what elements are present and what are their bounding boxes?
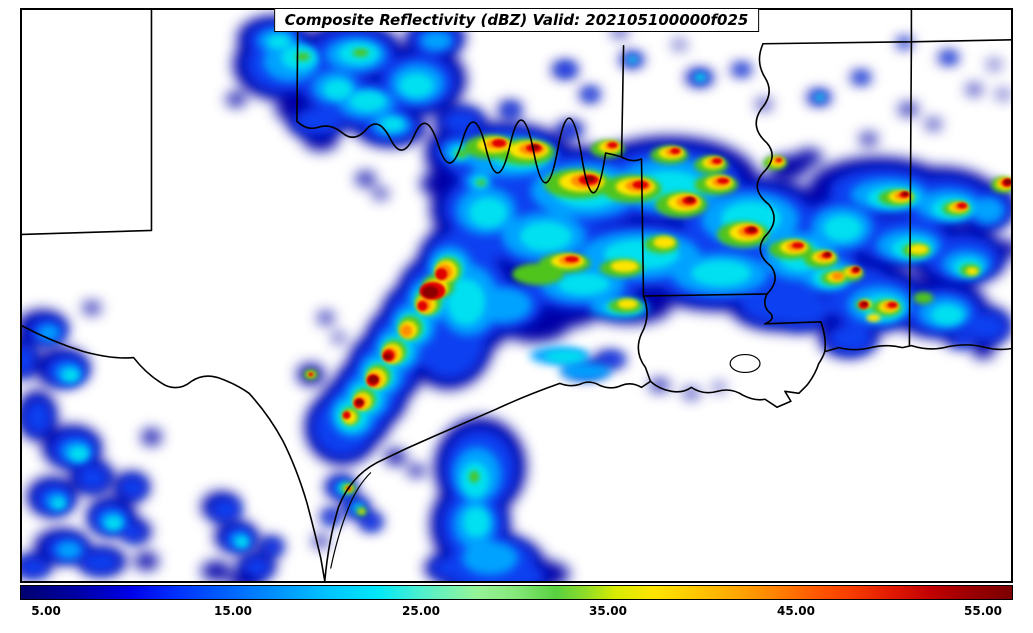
boundary-tn-line bbox=[762, 10, 1011, 45]
radar-map-frame bbox=[20, 8, 1013, 583]
boundary-la-ms bbox=[764, 321, 827, 353]
plot-title: Composite Reflectivity (dBZ) Valid: 2021… bbox=[273, 8, 760, 32]
coastline bbox=[323, 344, 1011, 581]
colorbar-tick-35: 35.00 bbox=[589, 604, 627, 618]
boundary-ok-ar bbox=[620, 44, 625, 158]
barrier-island bbox=[330, 472, 372, 569]
boundary-nm-tx bbox=[22, 10, 153, 236]
colorbar-labels: 5.00 15.00 25.00 35.00 45.00 55.00 bbox=[20, 604, 1013, 620]
boundary-red-river bbox=[296, 117, 623, 194]
colorbar-tick-45: 45.00 bbox=[777, 604, 815, 618]
colorbar-gradient bbox=[20, 585, 1013, 600]
boundary-ms-al bbox=[908, 40, 913, 347]
boundary-mississippi-river bbox=[755, 42, 776, 325]
boundary-rio-grande bbox=[22, 324, 326, 581]
colorbar-tick-25: 25.00 bbox=[402, 604, 440, 618]
lake-pontchartrain bbox=[729, 353, 761, 374]
boundary-tx-ar-la bbox=[620, 156, 768, 383]
radar-map bbox=[22, 10, 1011, 581]
colorbar-tick-5: 5.00 bbox=[31, 604, 61, 618]
colorbar-tick-15: 15.00 bbox=[214, 604, 252, 618]
state-boundaries bbox=[22, 10, 1011, 581]
colorbar-tick-55: 55.00 bbox=[964, 604, 1002, 618]
